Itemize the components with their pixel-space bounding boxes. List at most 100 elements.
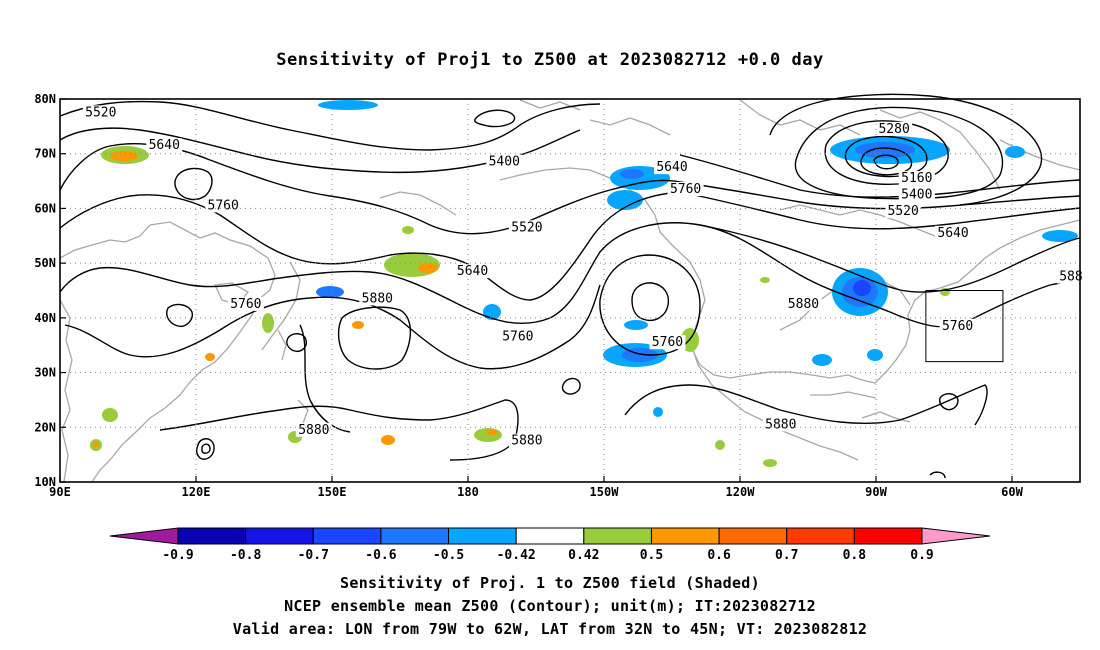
x-tick-label: 120W	[726, 485, 756, 499]
sensitivity-shading	[90, 100, 1078, 467]
contour-label: 588	[1059, 270, 1082, 285]
colorbar: -0.9 -0.8 -0.7 -0.6 -0.5 -0.42 0.42 0.5 0.6 0.7 0.…	[109, 527, 991, 563]
contour-label-bg	[649, 335, 686, 350]
colorbar-label: 0.8	[843, 548, 867, 563]
contour-label-bg	[935, 225, 972, 240]
caption-valid-area: Valid area: LON from 79W to 62W, LAT fro…	[232, 620, 868, 638]
contour-label-bg	[486, 154, 523, 169]
contour-label-bg	[82, 105, 119, 120]
y-tick-label: 60N	[34, 201, 56, 215]
colorbar-label: -0.6	[365, 548, 396, 563]
colorbar-label: 0.6	[707, 548, 731, 563]
x-tick-label: 120E	[182, 485, 211, 499]
colorbar-label: 0.7	[775, 548, 798, 563]
colorbar-label: -0.7	[298, 548, 329, 563]
coastlines	[59, 99, 1081, 483]
colorbar-cell	[853, 527, 923, 545]
contour-label: 5400	[489, 155, 520, 170]
colorbar-cell	[177, 527, 247, 545]
contour-label: 5760	[502, 330, 533, 345]
caption-contour: NCEP ensemble mean Z500 (Contour); unit(…	[284, 597, 816, 615]
colorbar-label: -0.42	[497, 548, 536, 563]
contour-label-bg	[227, 296, 264, 311]
contour-label-bg	[508, 220, 545, 235]
lat-lon-grid	[60, 99, 1080, 482]
x-tick-label: 150W	[590, 485, 620, 499]
contour-label: 5880	[788, 297, 819, 312]
colorbar-cell	[786, 527, 855, 545]
contour-label-bg	[205, 198, 242, 213]
colorbar-label: -0.9	[162, 548, 193, 563]
x-tick-label: 180	[457, 485, 479, 499]
y-tick-label: 70N	[34, 147, 56, 161]
colorbar-label: -0.5	[433, 548, 464, 563]
z500-contours	[59, 93, 1081, 479]
colorbar-cell	[380, 527, 450, 545]
contour-label-bg	[295, 422, 332, 437]
x-tick-label: 90W	[865, 485, 887, 499]
contour-label: 5880	[765, 417, 796, 432]
colorbar-cell	[718, 527, 788, 545]
colorbar-label: 0.9	[910, 548, 933, 563]
contour-label: 5520	[85, 105, 116, 120]
colorbar-label: -0.8	[230, 548, 261, 563]
y-tick-label: 10N	[34, 475, 56, 489]
contour-label-bg	[667, 182, 704, 197]
contour-label-bg	[785, 296, 822, 311]
map-frame	[59, 98, 1081, 483]
contour-label-bg	[898, 187, 935, 202]
colorbar-cell	[583, 527, 652, 545]
contour-label: 5160	[901, 171, 932, 186]
contour-label: 5880	[362, 291, 393, 306]
contour-label: 5520	[888, 204, 919, 219]
contour-label: 5640	[457, 264, 488, 279]
y-tick-label: 30N	[34, 366, 56, 380]
caption-shading: Sensitivity of Proj. 1 to Z500 field (Sh…	[340, 574, 760, 592]
contour-label-bg	[454, 264, 491, 279]
colorbar-label: 0.42	[568, 548, 599, 563]
contour-label-bg	[898, 171, 935, 186]
contour-label-bg	[499, 329, 536, 344]
x-tick-label: 90E	[49, 485, 71, 499]
colorbar-cell	[448, 527, 517, 545]
x-tick-label: 60W	[1001, 485, 1023, 499]
contour-label: 5760	[208, 198, 239, 213]
contour-label: 5760	[942, 319, 973, 334]
contour-label-bg	[876, 121, 913, 136]
colorbar-label: 0.5	[640, 548, 663, 563]
y-tick-label: 40N	[34, 311, 56, 325]
colorbar-cell	[515, 527, 585, 545]
contour-label-bg	[508, 433, 545, 448]
y-tick-label: 50N	[34, 256, 56, 270]
contour-label-bg	[885, 203, 922, 218]
contour-label: 5400	[901, 187, 932, 202]
contour-label: 5640	[149, 138, 180, 153]
valid-area-box	[925, 290, 1004, 363]
contour-label: 5760	[670, 182, 701, 197]
colorbar-max-triangle	[921, 527, 991, 545]
colorbar-cell	[650, 527, 720, 545]
colorbar-min-triangle	[109, 527, 179, 545]
plot-title: Sensitivity of Proj1 to Z500 at 20230827…	[276, 50, 824, 70]
latitude-ticks: 10N 20N 30N 40N 50N 60N 70N 80N	[34, 92, 66, 489]
colorbar-cell	[245, 527, 314, 545]
contour-label: 5880	[298, 423, 329, 438]
contour-label-bg	[146, 138, 183, 153]
contour-label: 5520	[511, 220, 542, 235]
contour-label-bg	[1056, 269, 1085, 284]
contour-label-bg	[654, 160, 690, 175]
colorbar-cell	[312, 527, 382, 545]
contour-labels: 5520 5640 5400 5760 5520 5640 5760 5640 5760 5880…	[82, 105, 1085, 449]
longitude-ticks: 90E 120E 150E 180 150W 120W 90W 60W	[49, 476, 1024, 499]
contour-label: 5760	[230, 297, 261, 312]
x-tick-label: 150E	[318, 485, 347, 499]
contour-label-bg	[939, 318, 976, 333]
contour-label: 5280	[878, 122, 909, 137]
contour-label: 5640	[656, 160, 687, 175]
contour-label-bg	[359, 291, 396, 306]
contour-label: 5880	[511, 434, 542, 449]
contour-label-bg	[762, 417, 799, 432]
y-tick-label: 80N	[34, 92, 56, 106]
y-tick-label: 20N	[34, 420, 56, 434]
